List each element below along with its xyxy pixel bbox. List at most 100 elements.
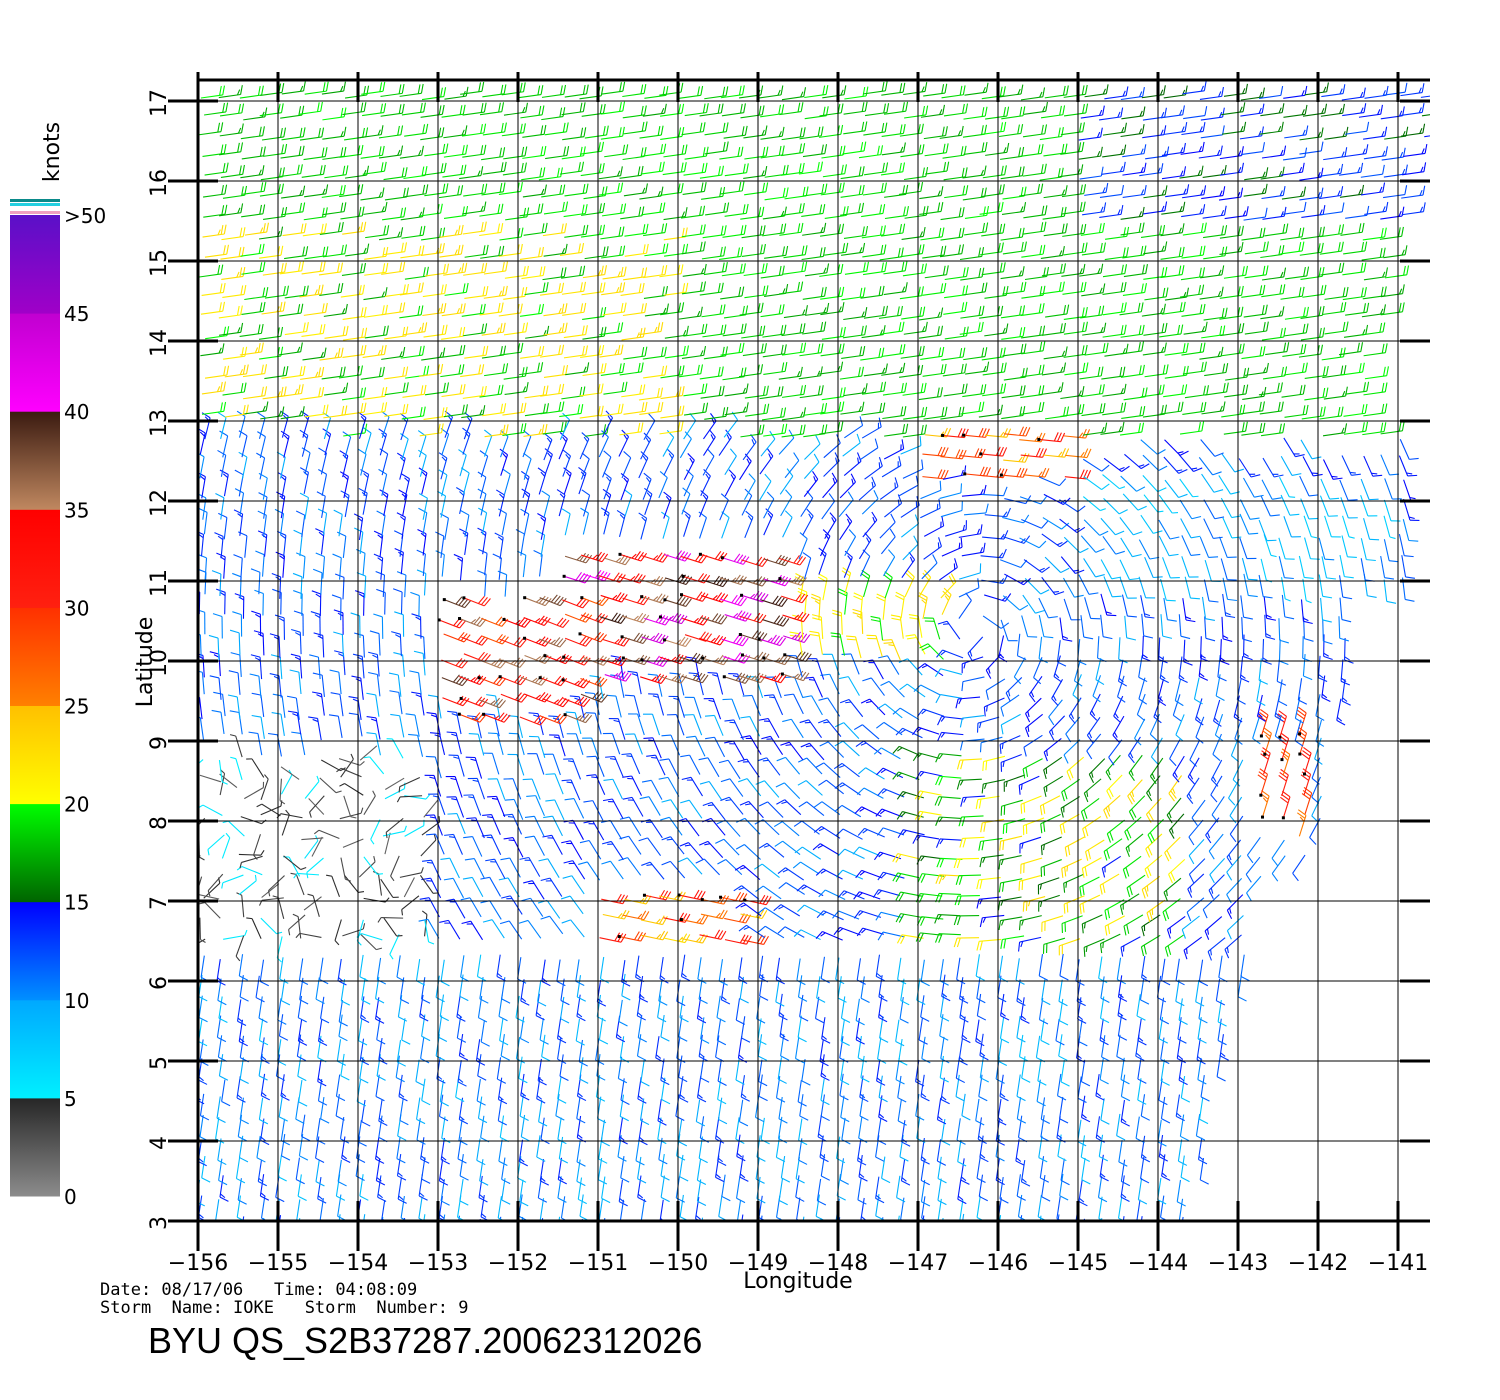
wind-barb: [999, 1176, 1009, 1204]
wind-barb: [622, 612, 650, 624]
wind-barb: [585, 712, 602, 735]
wind-barb: [811, 614, 824, 639]
wind-barb: [1223, 265, 1248, 279]
wind-barb: [1204, 559, 1221, 583]
wind-barb: [1341, 87, 1366, 101]
wind-barb: [1139, 977, 1150, 1005]
wind-barb: [799, 343, 824, 357]
wind-barb: [1059, 518, 1086, 534]
wind-barb: [1135, 1116, 1145, 1144]
wind-barb: [566, 733, 584, 755]
wind-barb: [618, 1117, 628, 1145]
wind-barb: [1043, 756, 1063, 780]
wind-barb: [803, 453, 820, 479]
wind-barb: [940, 1077, 950, 1105]
wind-barb: [1128, 754, 1143, 781]
wind-barb: [1083, 1218, 1086, 1221]
wind-barb: [1039, 1215, 1042, 1221]
wind-barb: [1041, 978, 1051, 1006]
wind-barb: [1144, 557, 1163, 579]
wind-barb: [1298, 555, 1314, 579]
wind-barb: [1258, 658, 1268, 685]
wind-barb: [700, 1056, 710, 1083]
wind-barb: [333, 609, 344, 635]
wind-barb: [343, 795, 357, 819]
wind-barb: [844, 416, 864, 439]
wind-barb: [413, 650, 426, 676]
wind-barb: [1322, 423, 1348, 437]
wind-barb: [253, 834, 261, 860]
wind-barb: [976, 938, 1002, 951]
wind-barb: [1241, 284, 1266, 298]
wind-barb: [199, 122, 224, 136]
wind-barb: [541, 490, 551, 518]
wind-barb: [940, 500, 963, 518]
wind-barb: [1420, 95, 1430, 98]
wind-barb: [759, 448, 774, 475]
wind-barb: [702, 225, 727, 239]
wind-barb: [1283, 104, 1308, 118]
wind-barb: [1203, 518, 1223, 539]
wind-barb: [809, 630, 823, 655]
wind-barb: [917, 873, 944, 883]
wind-barb: [1084, 597, 1101, 620]
wind-barb: [1141, 85, 1166, 99]
wind-barb: [258, 1054, 268, 1081]
wind-barb: [1219, 1034, 1229, 1061]
wind-barb: [487, 778, 506, 800]
wind-barb: [363, 402, 388, 416]
wind-barb: [1424, 135, 1430, 138]
wind-barb: [422, 162, 447, 176]
wind-barb: [519, 303, 545, 317]
wind-barb: [717, 859, 743, 876]
wind-barb: [1319, 406, 1344, 420]
wind-barb: [718, 959, 728, 986]
wind-barb: [381, 261, 406, 275]
wind-barb: [700, 385, 725, 399]
wind-barb: [1081, 242, 1106, 256]
wind-barb: [758, 842, 785, 858]
wind-barb: [1243, 477, 1264, 498]
wind-barb: [563, 860, 586, 880]
wind-barb: [1345, 205, 1370, 219]
wind-barb: [959, 995, 969, 1023]
wind-barb: [401, 225, 426, 239]
wind-barb: [1263, 534, 1277, 558]
wind-barb: [960, 795, 986, 807]
wind-barb: [683, 453, 695, 481]
wind-barb: [333, 509, 343, 537]
wind-barb: [1082, 458, 1110, 472]
wind-barb: [1142, 454, 1168, 472]
wind-barb: [892, 745, 920, 756]
wind-barb: [982, 383, 1007, 397]
wind-barb: [598, 1017, 609, 1045]
wind-barb: [380, 83, 405, 97]
wind-barb: [423, 406, 448, 420]
wind-barb: [700, 1017, 710, 1044]
wind-barb: [267, 875, 285, 897]
wind-barb: [1363, 403, 1388, 417]
wind-barb: [903, 321, 928, 335]
wind-barb: [702, 801, 726, 821]
wind-barb: [1023, 559, 1050, 573]
wind-barb: [338, 1014, 348, 1042]
wind-barb: [499, 227, 524, 241]
wind-barb: [525, 325, 550, 339]
wind-barb: [524, 692, 552, 703]
wind-barb: [1141, 914, 1161, 937]
wind-barb: [444, 833, 463, 855]
wind-barb: [439, 224, 464, 238]
wind-barb: [880, 162, 906, 176]
wind-barb: [1168, 858, 1186, 884]
wind-barb: [863, 122, 888, 136]
wind-barb: [378, 1038, 388, 1065]
wind-barb: [962, 124, 988, 138]
wind-barb: [679, 431, 692, 459]
wind-barb: [934, 796, 961, 806]
wind-barb: [995, 1158, 1005, 1186]
wind-barb: [481, 834, 502, 855]
wind-barb: [863, 659, 884, 680]
wind-barb: [1187, 873, 1205, 898]
wind-barb: [462, 201, 487, 215]
wind-barb: [543, 433, 553, 461]
